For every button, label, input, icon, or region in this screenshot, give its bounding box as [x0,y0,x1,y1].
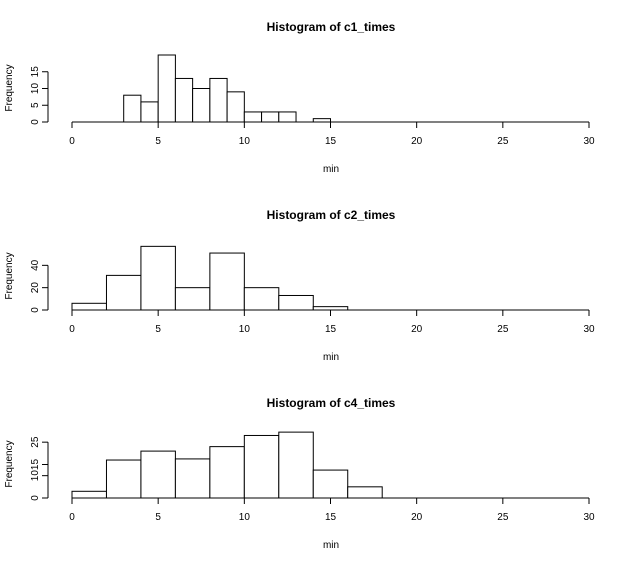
histogram-bar [243,287,280,311]
x-tick-label: 25 [497,136,509,147]
y-tick-label: 25 [30,436,41,448]
x-tick-label: 10 [239,512,251,523]
histogram-bar [140,450,176,499]
histogram-bar [209,77,228,123]
histogram-bar [209,446,245,499]
histogram-bar [123,94,142,123]
x-tick-label: 5 [155,136,161,147]
x-tick-label: 20 [411,324,423,335]
chart-title: Histogram of c2_times [267,208,396,222]
histogram-bar [278,294,314,311]
histogram-bar [278,111,297,123]
x-tick-label: 5 [155,512,161,523]
y-tick-label: 10 [30,83,41,95]
y-tick-label: 0 [30,495,41,501]
x-tick-label: 0 [69,512,75,523]
y-tick-label: 5 [30,102,41,108]
histogram-panel-c2: Histogram of c2_times Frequency min 0 5 10… [4,208,595,363]
y-axis-label: Frequency [4,252,15,299]
x-tick-label: 15 [325,324,337,335]
histogram-bar [174,287,211,311]
histogram-bar [278,431,314,499]
y-tick-label: 0 [30,307,41,313]
histogram-bar [174,77,194,123]
histogram-panel-c1: Histogram of c1_times Frequency min 0 5 10… [4,20,595,175]
y-axis-label: Frequency [4,440,15,487]
histogram-bar [174,458,211,499]
histogram-bar [71,302,107,311]
y-tick-label: 15 [30,66,41,78]
histogram-bar [140,101,159,123]
x-tick-label: 25 [497,512,509,523]
y-tick-label: 10 [30,470,41,482]
histogram-bar [105,459,142,499]
histogram-bar [209,252,245,311]
x-tick-label: 20 [411,136,423,147]
x-tick-label: 20 [411,512,423,523]
x-tick-label: 0 [69,324,75,335]
histogram-bar [243,434,280,499]
x-tick-label: 10 [239,136,251,147]
x-axis-label: min [323,164,339,175]
histogram-bar [105,274,142,311]
x-axis-label: min [323,540,339,551]
histogram-bar [192,88,211,123]
x-axis-label: min [323,352,339,363]
y-tick-label: 0 [30,119,41,125]
histogram-panel-c4: Histogram of c4_times Frequency min 0 5 10… [4,396,595,551]
x-tick-label: 5 [155,324,161,335]
x-tick-label: 15 [325,136,337,147]
histogram-bar [261,111,280,123]
histogram-bar [71,490,107,499]
y-tick-label: 15 [30,459,41,471]
histogram-bar [243,111,263,123]
chart-title: Histogram of c1_times [267,20,396,34]
histogram-bar [312,469,349,499]
x-tick-label: 25 [497,324,509,335]
histogram-bar [347,486,383,499]
y-axis-label: Frequency [4,64,15,111]
y-tick-label: 20 [30,282,41,294]
x-tick-label: 15 [325,512,337,523]
x-tick-label: 30 [583,324,595,335]
y-tick-label: 40 [30,259,41,271]
x-tick-label: 30 [583,136,595,147]
x-tick-label: 30 [583,512,595,523]
x-tick-label: 0 [69,136,75,147]
histogram-bar [312,118,331,123]
chart-title: Histogram of c4_times [267,396,396,410]
histogram-bar [157,54,176,123]
histogram-bar [140,245,176,311]
x-tick-label: 10 [239,324,251,335]
histogram-bar [312,306,349,311]
histogram-bar [226,91,245,123]
